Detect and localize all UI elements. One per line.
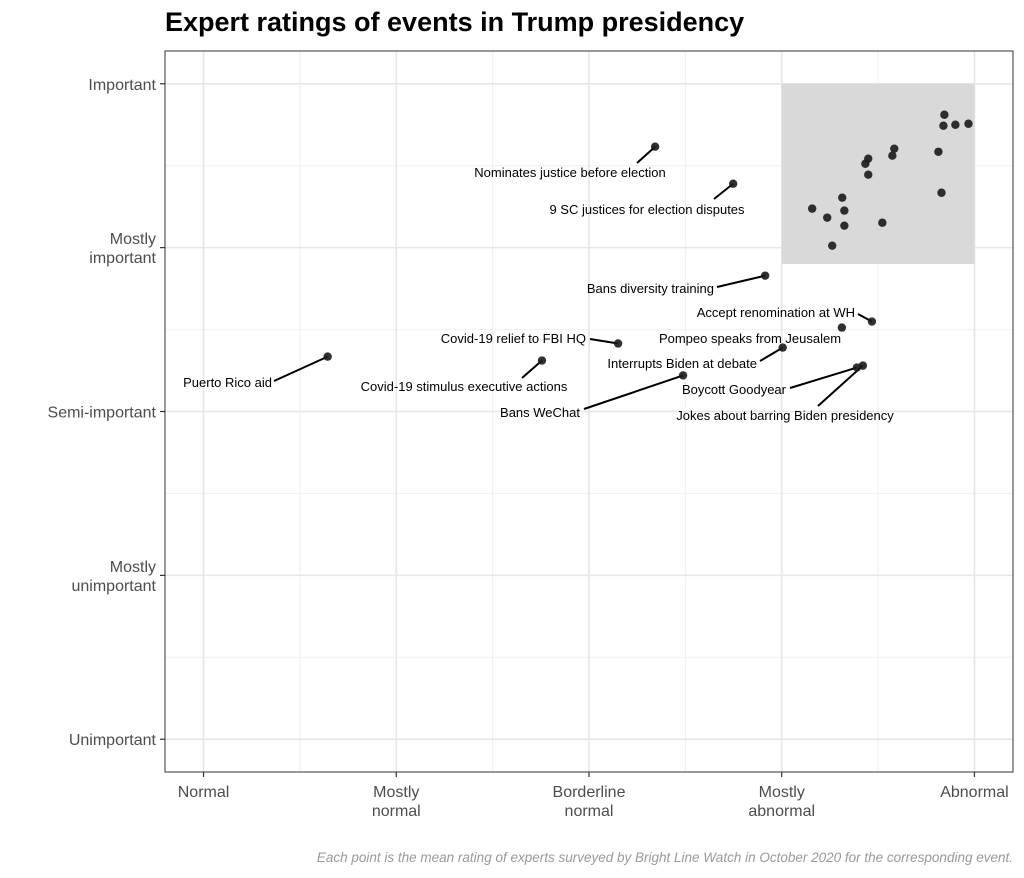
y-tick-label: Mostly: [110, 231, 156, 248]
label-leader-line: [716, 274, 766, 288]
y-tick-label: Mostly: [110, 559, 156, 576]
x-tick-label: Abnormal: [940, 784, 1008, 801]
x-tick-label: Borderline: [553, 784, 626, 801]
x-tick-label: Mostly: [759, 784, 805, 801]
data-point: [828, 241, 837, 250]
data-point: [934, 147, 943, 156]
label-leader-line: [583, 374, 684, 410]
y-tick-label: unimportant: [72, 578, 157, 595]
point-label: Boycott Goodyear: [682, 382, 787, 397]
data-point: [840, 221, 849, 230]
point-label: Interrupts Biden at debate: [607, 356, 757, 371]
data-point: [951, 120, 960, 129]
point-label: 9 SC justices for election disputes: [549, 202, 745, 217]
data-point: [323, 352, 332, 361]
data-point: [858, 361, 868, 370]
y-tick-label: Unimportant: [69, 732, 157, 749]
label-leader-line: [817, 364, 864, 407]
point-label: Pompeo speaks from Jeusalem: [659, 331, 841, 346]
label-leader-line: [521, 359, 543, 379]
data-point: [613, 339, 623, 348]
x-tick-label: Mostly: [373, 784, 419, 801]
data-point: [778, 343, 787, 352]
point-label: Bans diversity training: [587, 281, 714, 296]
x-tick-label: normal: [372, 803, 421, 820]
data-point: [678, 371, 688, 380]
point-label: Accept renomination at WH: [697, 305, 855, 320]
label-leader-line: [759, 346, 784, 362]
data-point: [840, 206, 849, 215]
caption: Each point is the mean rating of experts…: [317, 850, 1013, 865]
x-tick-label: abnormal: [748, 803, 815, 820]
point-label: Covid-19 relief to FBI HQ: [441, 331, 586, 346]
point-label: Covid-19 stimulus executive actions: [361, 379, 568, 394]
y-tick-label: Semi-important: [48, 405, 157, 422]
y-tick-label: important: [89, 250, 156, 267]
x-tick-label: Normal: [178, 784, 230, 801]
data-point: [823, 213, 832, 222]
chart-title: Expert ratings of events in Trump presid…: [165, 7, 744, 37]
data-point: [867, 317, 877, 326]
data-point: [760, 271, 770, 280]
point-labels: Puerto Rico aid Covid-19 stimulus executi…: [183, 145, 894, 423]
data-point: [837, 323, 847, 332]
axes: Normal Mostly normal Borderline normal Mostly…: [48, 77, 1009, 820]
data-point: [878, 218, 887, 227]
data-point: [838, 193, 847, 202]
data-point: [888, 151, 897, 160]
label-leader-line: [589, 338, 619, 345]
point-label: Jokes about barring Biden presidency: [676, 408, 894, 423]
data-point: [807, 204, 817, 213]
label-leader-line: [789, 366, 858, 389]
data-point: [650, 142, 660, 151]
points: [323, 110, 973, 380]
data-point: [864, 170, 873, 179]
data-point: [940, 110, 949, 119]
data-point: [937, 188, 946, 197]
data-point: [537, 356, 547, 365]
data-point: [890, 144, 899, 153]
data-point: [939, 121, 948, 130]
data-point: [861, 159, 870, 168]
y-tick-label: Important: [88, 77, 156, 94]
point-label: Nominates justice before election: [474, 165, 666, 180]
point-label: Puerto Rico aid: [183, 375, 272, 390]
x-tick-label: normal: [565, 803, 614, 820]
label-leader-line: [273, 355, 329, 382]
data-point: [964, 119, 973, 128]
data-point: [728, 179, 738, 188]
point-label: Bans WeChat: [500, 405, 580, 420]
